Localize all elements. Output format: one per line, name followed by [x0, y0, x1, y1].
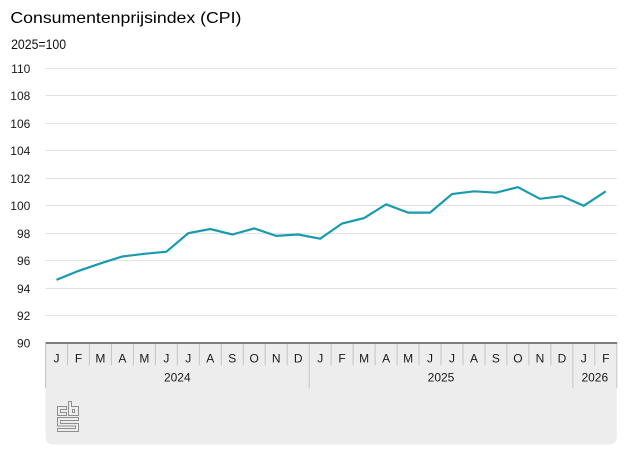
- svg-text:100: 100: [10, 199, 30, 213]
- svg-text:2025: 2025: [428, 371, 455, 385]
- svg-text:M: M: [95, 352, 105, 366]
- svg-text:N: N: [272, 352, 281, 366]
- svg-text:A: A: [206, 352, 214, 366]
- svg-text:N: N: [536, 352, 545, 366]
- svg-text:J: J: [185, 352, 191, 366]
- svg-text:M: M: [359, 352, 369, 366]
- svg-text:F: F: [602, 352, 609, 366]
- svg-text:96: 96: [17, 254, 31, 268]
- svg-text:2025=100: 2025=100: [11, 37, 66, 52]
- svg-text:Consumentenprijsindex (CPI): Consumentenprijsindex (CPI): [10, 10, 241, 27]
- svg-text:A: A: [118, 352, 126, 366]
- svg-text:102: 102: [10, 172, 30, 186]
- svg-text:106: 106: [10, 117, 30, 131]
- svg-text:J: J: [163, 352, 169, 366]
- svg-text:D: D: [558, 352, 567, 366]
- svg-text:98: 98: [17, 227, 31, 241]
- svg-text:O: O: [513, 352, 522, 366]
- svg-text:J: J: [317, 352, 323, 366]
- svg-text:M: M: [403, 352, 413, 366]
- svg-text:F: F: [338, 352, 345, 366]
- svg-text:J: J: [427, 352, 433, 366]
- svg-text:S: S: [228, 352, 236, 366]
- svg-text:J: J: [449, 352, 455, 366]
- svg-text:104: 104: [10, 144, 30, 158]
- svg-text:A: A: [382, 352, 390, 366]
- svg-text:S: S: [492, 352, 500, 366]
- svg-text:94: 94: [17, 282, 31, 296]
- svg-text:O: O: [250, 352, 259, 366]
- svg-text:J: J: [581, 352, 587, 366]
- svg-text:J: J: [54, 352, 60, 366]
- svg-text:110: 110: [11, 62, 30, 76]
- svg-text:2026: 2026: [581, 371, 608, 385]
- svg-text:D: D: [294, 352, 303, 366]
- svg-text:90: 90: [17, 337, 31, 351]
- svg-text:M: M: [139, 352, 149, 366]
- svg-text:F: F: [75, 352, 82, 366]
- svg-text:92: 92: [17, 309, 31, 323]
- svg-text:108: 108: [10, 89, 30, 103]
- svg-text:A: A: [470, 352, 478, 366]
- svg-text:2024: 2024: [164, 371, 191, 385]
